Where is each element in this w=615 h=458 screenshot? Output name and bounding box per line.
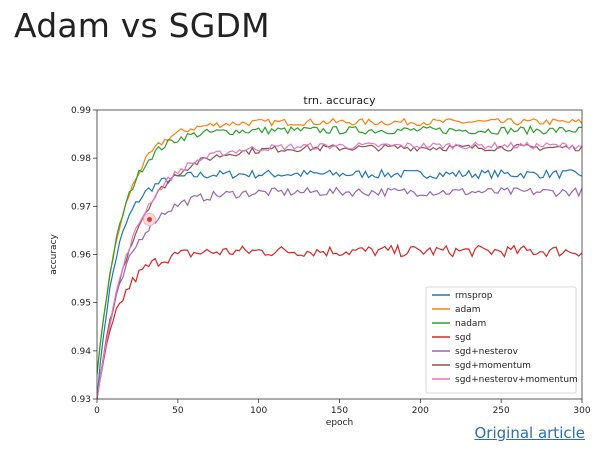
series-line-sgd-nesterov-momentum (97, 141, 582, 399)
y-tick-label: 0.99 (71, 106, 91, 116)
x-tick-label: 150 (331, 406, 348, 416)
legend-box (425, 286, 577, 394)
y-axis-label: accuracy (49, 234, 59, 275)
x-tick-label: 100 (250, 406, 267, 416)
legend-label: nadam (455, 319, 486, 329)
series-line-nadam (97, 125, 582, 375)
series-line-adam (97, 117, 582, 375)
y-tick-label: 0.96 (71, 251, 91, 261)
legend-label: adam (455, 305, 481, 315)
pointer-marker (143, 213, 156, 226)
series-line-sgd-nesterov (97, 186, 582, 399)
slide-title: Adam vs SGDM (14, 6, 270, 45)
legend-label: rmsprop (455, 291, 493, 301)
series-group (97, 117, 582, 399)
x-axis-label: epoch (326, 418, 353, 428)
accuracy-chart: trn. accuracy 0 50 100 150 200 250 300 0.93 0.94 0… (42, 90, 592, 430)
y-tick-label: 0.97 (71, 202, 91, 212)
x-tick-label: 200 (412, 406, 429, 416)
legend-label: sgd+nesterov+momentum (455, 375, 578, 385)
series-line-sgd (97, 243, 582, 399)
y-tick-label: 0.94 (71, 347, 91, 357)
x-tick-label: 250 (493, 406, 510, 416)
x-tick-label: 300 (573, 406, 590, 416)
legend-label: sgd+momentum (455, 361, 531, 371)
x-tick-label: 50 (172, 406, 184, 416)
y-tick-label: 0.98 (71, 154, 91, 164)
legend-label: sgd+nesterov (455, 347, 519, 357)
y-tick-label: 0.93 (71, 395, 91, 405)
series-line-sgd-momentum (97, 143, 582, 399)
original-article-link[interactable]: Original article (474, 424, 585, 442)
legend-label: sgd (455, 333, 471, 343)
y-tick-label: 0.95 (71, 299, 91, 309)
chart-title: trn. accuracy (303, 94, 376, 107)
x-tick-label: 0 (94, 406, 100, 416)
